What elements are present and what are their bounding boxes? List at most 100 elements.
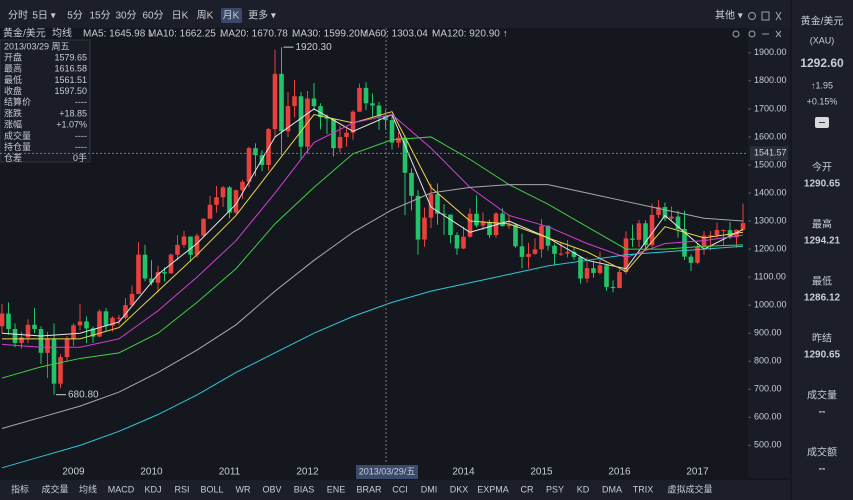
candle-body (662, 207, 668, 219)
indicator-tab[interactable]: BIAS (294, 484, 315, 494)
candle-body (285, 106, 291, 132)
indicator-tab[interactable]: OBV (262, 484, 281, 494)
candle-body (435, 194, 440, 214)
period-tab[interactable]: 周K (197, 10, 214, 22)
indicator-tab[interactable]: DMA (602, 484, 622, 494)
candle-body (246, 148, 252, 182)
bottom-tabs-bar (0, 480, 790, 500)
y-tick-label: 700.00 (754, 384, 782, 394)
indicator-tab[interactable]: PSY (546, 484, 564, 494)
period-tab[interactable]: 分时 (8, 10, 28, 22)
legend-entry[interactable]: MA120: 920.90 ↑ (432, 29, 508, 40)
candle-body (454, 235, 460, 249)
indicator-tab[interactable]: WR (236, 484, 251, 494)
candle-body (194, 235, 200, 255)
candle-body (103, 311, 109, 326)
mode-label: 均线 (52, 27, 72, 40)
x-tick-label: 2009 (62, 467, 85, 478)
indicator-tab[interactable]: RSI (174, 484, 189, 494)
indicator-tab[interactable]: 指标 (11, 483, 29, 494)
candle-body (32, 324, 37, 330)
indicator-tab[interactable]: MACD (108, 484, 135, 494)
other-menu[interactable]: 其他 ▾ (715, 9, 743, 22)
indicator-tab[interactable]: ENE (327, 484, 346, 494)
period-tab[interactable]: 月K (223, 10, 240, 22)
period-tab[interactable]: 15分 (89, 10, 110, 22)
candle-body (38, 329, 44, 353)
candle-body (240, 181, 245, 191)
y-tick-label: 1700.00 (754, 103, 787, 113)
period-tab[interactable]: 更多 ▾ (248, 9, 276, 22)
candle-body (162, 272, 167, 274)
icon (761, 11, 770, 21)
candle-body (643, 223, 648, 246)
crosshair-date-box (356, 465, 418, 479)
period-tab[interactable]: 5日 ▾ (32, 11, 55, 22)
quote-field-label: 最高 (812, 218, 832, 231)
candle-body (532, 249, 538, 254)
icon (775, 11, 782, 21)
quote-field-value: 1286.12 (804, 293, 841, 304)
indicator-tab[interactable]: EXPMA (477, 484, 509, 494)
info-value: 1561.51 (54, 75, 87, 85)
candle-body (441, 213, 447, 215)
indicator-tab[interactable]: DKX (450, 484, 469, 494)
legend-entry[interactable]: MA30: 1599.20 ↑ (292, 29, 368, 40)
indicator-tab[interactable]: KD (577, 484, 590, 494)
info-label: 开盘 (4, 51, 22, 62)
indicator-tab[interactable]: 均线 (79, 483, 97, 494)
info-label: 最高 (4, 63, 22, 74)
ma-line (1, 136, 744, 379)
info-value: ---- (75, 142, 87, 152)
period-tab[interactable]: 5分 (67, 10, 83, 22)
y-tick-label: 800.00 (754, 356, 782, 366)
candle-body (656, 207, 661, 215)
indicator-tab[interactable]: TRIX (633, 484, 654, 494)
plot (0, 47, 746, 469)
candle-body (591, 268, 596, 273)
indicator-tab[interactable]: CR (521, 484, 534, 494)
info-value: ---- (75, 131, 87, 141)
indicator-tab[interactable]: CCI (392, 484, 408, 494)
period-tab[interactable]: 日K (172, 11, 189, 22)
legend-entry[interactable]: MA10: 1662.25 ↓ (148, 29, 224, 40)
ma-line (1, 245, 744, 469)
candle-body (233, 190, 239, 213)
legend-entry[interactable]: MA5: 1645.98 ↓ (83, 29, 153, 40)
quote-panel (792, 0, 853, 500)
candle-body (688, 256, 694, 263)
info-date: 2013/03/29 周五 (4, 41, 70, 51)
candle-body (350, 111, 356, 133)
ma-line (1, 184, 744, 430)
info-label: 涨跌 (4, 108, 22, 118)
candle-body (51, 338, 57, 384)
indicator-tab[interactable]: 虚拟成交量 (667, 483, 712, 494)
indicator-tab[interactable]: KDJ (144, 484, 161, 494)
indicator-tab[interactable]: DMI (421, 484, 438, 494)
quote-change: ↑1.95 (811, 80, 833, 90)
icon (748, 30, 756, 38)
candle-body (571, 251, 577, 257)
info-label: 仓差 (4, 152, 22, 163)
active-period (221, 8, 242, 23)
info-value: 0手 (73, 152, 87, 163)
period-tab[interactable]: 60分 (142, 10, 163, 22)
candle-body (220, 187, 226, 198)
indicator-tab[interactable]: BOLL (200, 484, 223, 494)
candle-body (155, 272, 161, 283)
toolbar (0, 0, 790, 28)
candle-body (513, 224, 518, 247)
legend-entry[interactable]: MA60: 1303.04 ↑ (360, 29, 436, 40)
candle-body (331, 118, 336, 149)
x-tick-label: 2010 (140, 467, 163, 478)
crosshair-price: 1541.57 (754, 148, 787, 158)
quote-field-value: 1290.65 (804, 350, 841, 361)
legend-entry[interactable]: MA20: 1670.78 ↓ (220, 29, 296, 40)
candle-body (227, 187, 232, 213)
quote-field-value: 1294.21 (804, 236, 841, 247)
indicator-tab[interactable]: 成交量 (41, 483, 68, 494)
indicator-tab[interactable]: BRAR (356, 484, 382, 494)
candle-body (649, 214, 655, 246)
period-tab[interactable]: 30分 (115, 10, 136, 22)
